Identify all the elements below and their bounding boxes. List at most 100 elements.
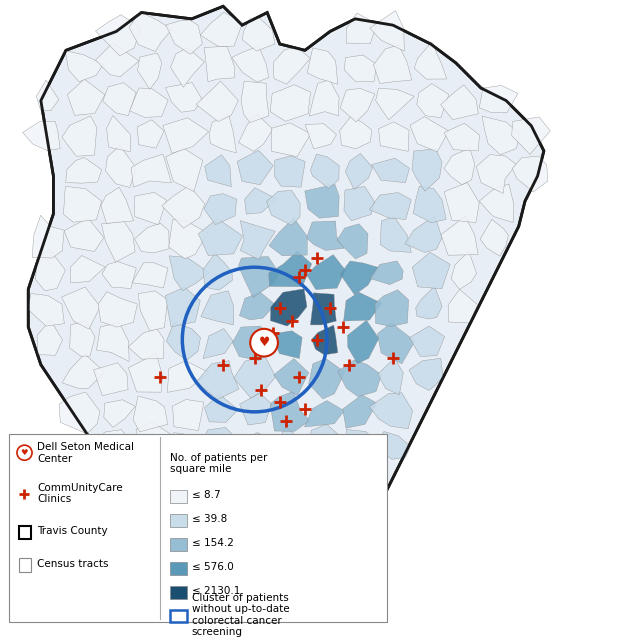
Polygon shape	[482, 116, 519, 155]
Polygon shape	[239, 257, 279, 298]
Polygon shape	[376, 88, 414, 120]
Polygon shape	[377, 323, 415, 364]
Polygon shape	[305, 124, 337, 149]
Polygon shape	[138, 53, 162, 90]
Polygon shape	[234, 356, 276, 398]
Polygon shape	[37, 320, 62, 355]
Polygon shape	[95, 43, 139, 77]
Polygon shape	[209, 115, 236, 153]
Polygon shape	[241, 81, 269, 122]
Polygon shape	[451, 251, 477, 289]
Polygon shape	[340, 116, 371, 148]
Polygon shape	[370, 261, 403, 285]
Polygon shape	[370, 193, 411, 220]
Polygon shape	[271, 391, 310, 431]
Polygon shape	[239, 393, 271, 425]
Polygon shape	[166, 148, 203, 191]
Polygon shape	[307, 221, 344, 250]
Polygon shape	[239, 499, 274, 526]
Text: ≤ 39.8: ≤ 39.8	[192, 515, 227, 524]
Polygon shape	[204, 394, 238, 422]
Polygon shape	[370, 11, 404, 51]
Polygon shape	[300, 533, 344, 569]
Polygon shape	[340, 88, 375, 122]
Polygon shape	[131, 154, 171, 188]
Polygon shape	[203, 253, 232, 290]
Polygon shape	[97, 323, 129, 362]
Polygon shape	[62, 287, 100, 329]
Polygon shape	[441, 85, 478, 120]
Polygon shape	[269, 494, 301, 535]
Polygon shape	[347, 321, 379, 364]
Text: ≤ 576.0: ≤ 576.0	[192, 562, 234, 572]
FancyBboxPatch shape	[170, 586, 187, 598]
Polygon shape	[238, 463, 272, 497]
Polygon shape	[376, 431, 410, 460]
Polygon shape	[129, 12, 171, 51]
Polygon shape	[267, 190, 300, 225]
Polygon shape	[134, 193, 166, 225]
Polygon shape	[344, 292, 382, 321]
Polygon shape	[137, 457, 164, 501]
Polygon shape	[345, 465, 370, 505]
Polygon shape	[103, 83, 136, 116]
Polygon shape	[311, 154, 339, 188]
Polygon shape	[269, 218, 307, 256]
Polygon shape	[29, 6, 544, 597]
Text: ≤ 2130.1: ≤ 2130.1	[192, 586, 240, 596]
Polygon shape	[232, 46, 269, 82]
Polygon shape	[36, 80, 59, 111]
Polygon shape	[32, 215, 64, 258]
Polygon shape	[203, 328, 233, 358]
Polygon shape	[340, 261, 378, 295]
Polygon shape	[196, 361, 239, 399]
Polygon shape	[269, 465, 310, 500]
Polygon shape	[23, 122, 60, 150]
FancyBboxPatch shape	[170, 490, 187, 503]
Polygon shape	[412, 149, 442, 191]
Polygon shape	[162, 186, 204, 228]
Polygon shape	[338, 360, 382, 397]
FancyBboxPatch shape	[19, 558, 30, 572]
FancyBboxPatch shape	[170, 562, 187, 575]
Polygon shape	[136, 422, 172, 463]
Text: Census tracts: Census tracts	[37, 559, 109, 569]
FancyBboxPatch shape	[170, 538, 187, 551]
Polygon shape	[240, 221, 276, 260]
Polygon shape	[405, 216, 442, 252]
Polygon shape	[166, 20, 203, 54]
Polygon shape	[107, 115, 130, 152]
Polygon shape	[166, 323, 201, 360]
Polygon shape	[166, 460, 205, 500]
Polygon shape	[130, 88, 168, 117]
Polygon shape	[171, 47, 204, 87]
Polygon shape	[309, 80, 339, 116]
Polygon shape	[302, 464, 338, 494]
Polygon shape	[36, 249, 65, 291]
FancyBboxPatch shape	[170, 515, 187, 527]
Polygon shape	[62, 354, 105, 388]
Polygon shape	[309, 358, 345, 399]
Polygon shape	[70, 321, 95, 356]
Polygon shape	[59, 392, 100, 434]
Polygon shape	[307, 48, 338, 84]
Circle shape	[250, 329, 278, 356]
Polygon shape	[414, 42, 446, 79]
FancyBboxPatch shape	[170, 610, 187, 623]
Polygon shape	[512, 117, 551, 154]
Polygon shape	[128, 353, 163, 392]
Polygon shape	[166, 83, 202, 112]
Polygon shape	[271, 289, 307, 326]
Polygon shape	[413, 186, 446, 223]
Circle shape	[17, 445, 32, 460]
Polygon shape	[373, 45, 412, 83]
Polygon shape	[305, 184, 339, 218]
Text: ♥: ♥	[21, 448, 28, 457]
Polygon shape	[412, 252, 450, 289]
Polygon shape	[128, 329, 164, 359]
Polygon shape	[138, 291, 168, 331]
Polygon shape	[105, 146, 136, 188]
Polygon shape	[273, 47, 311, 84]
Polygon shape	[196, 81, 238, 122]
Polygon shape	[201, 536, 236, 560]
